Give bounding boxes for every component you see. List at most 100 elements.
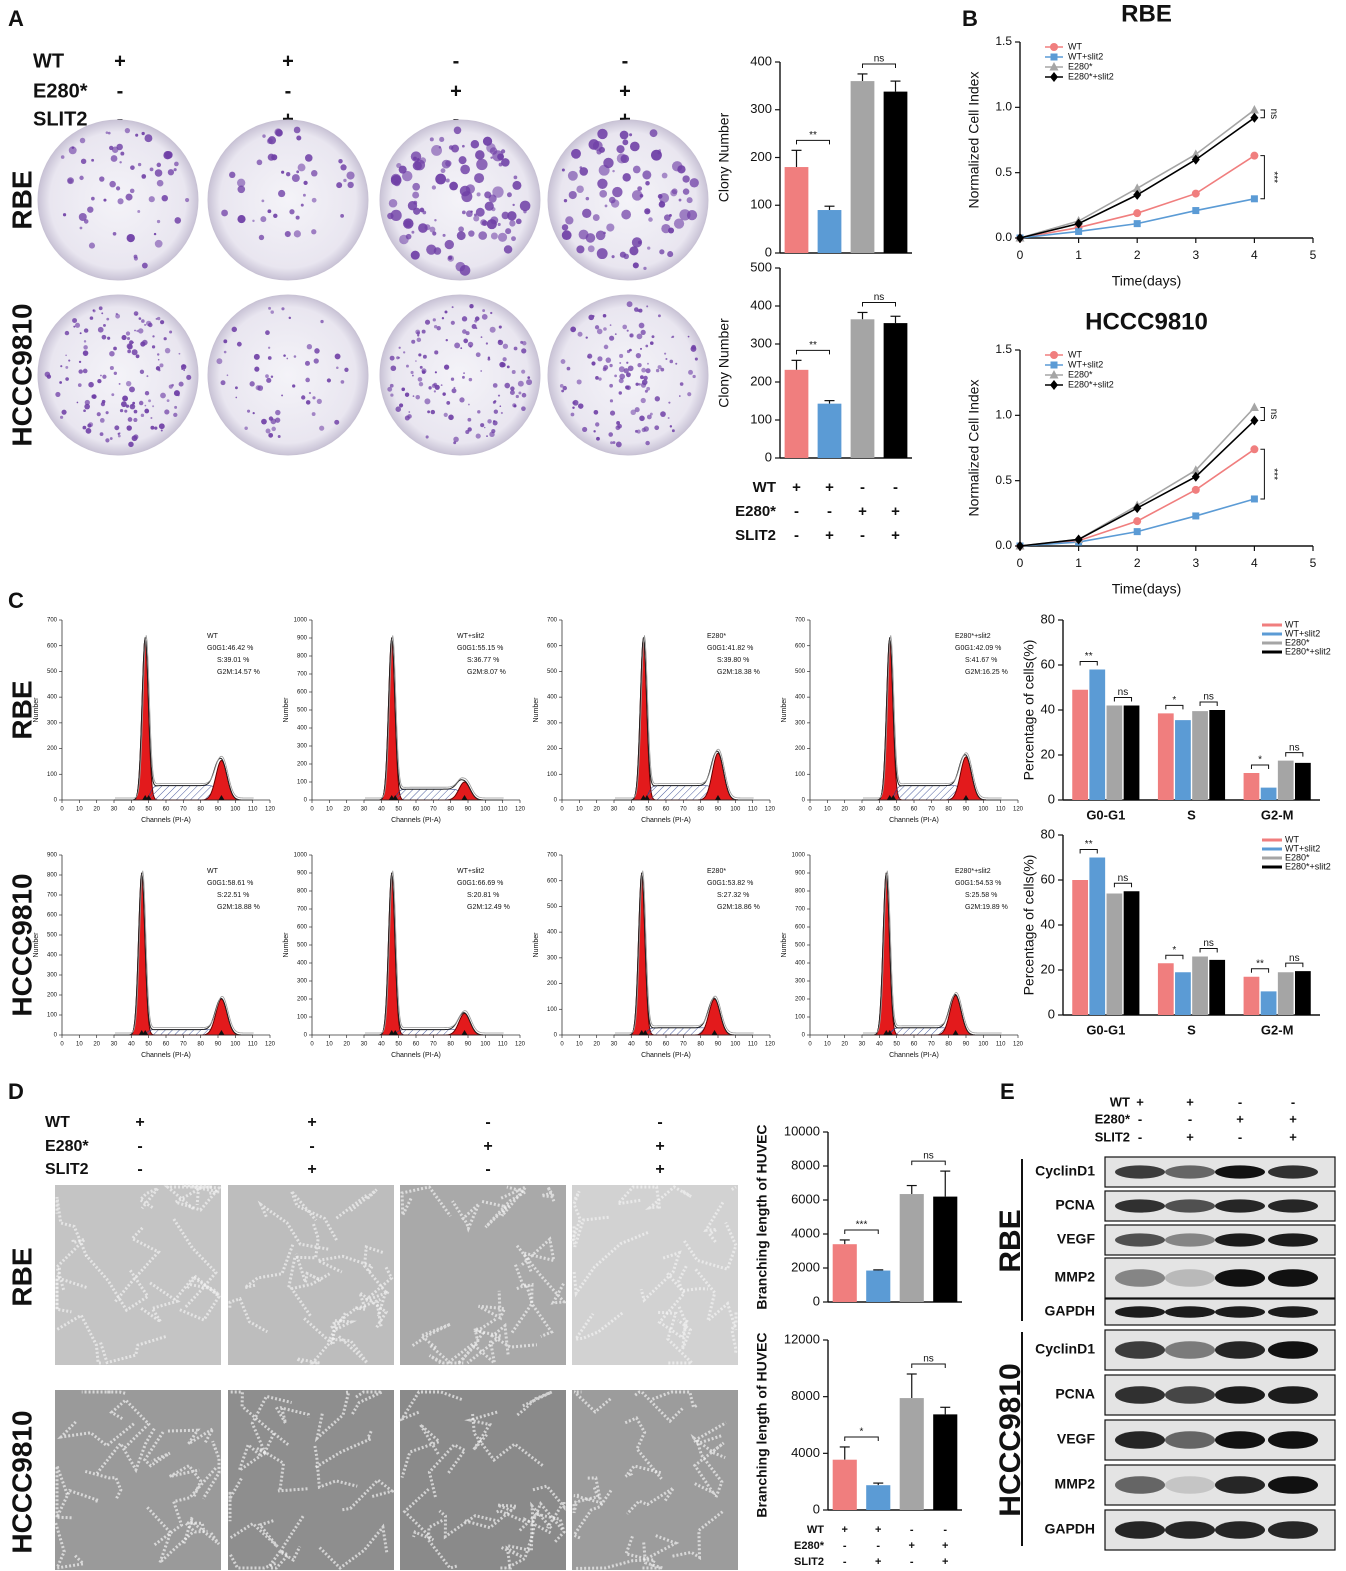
colony	[445, 338, 448, 342]
cell-network	[466, 1318, 505, 1365]
colony	[638, 383, 641, 386]
significance-label: ***	[1268, 468, 1279, 480]
cell-network	[54, 1488, 105, 1520]
cell-network	[201, 1440, 221, 1500]
colony	[130, 165, 135, 170]
peak-marker	[392, 795, 399, 800]
colony	[520, 340, 524, 344]
y-tick-label: 400	[47, 953, 58, 959]
series-line	[1019, 419, 1255, 547]
colony	[673, 218, 685, 229]
colony	[668, 401, 671, 404]
colony	[267, 356, 272, 360]
colony	[83, 340, 87, 343]
marker	[1250, 495, 1258, 503]
colony	[112, 231, 117, 236]
x-tick-label: 10	[576, 1042, 583, 1048]
y-tick-label: 600	[547, 878, 558, 884]
colony	[161, 194, 168, 202]
significance-label: ns	[874, 292, 885, 303]
x-tick-label: 90	[963, 1042, 970, 1048]
colony	[231, 326, 238, 333]
cell-network	[109, 1397, 151, 1449]
colony	[59, 415, 64, 419]
colony	[512, 180, 522, 190]
significance-bracket	[1250, 764, 1270, 769]
y-tick-label: 500	[795, 669, 806, 675]
colony	[592, 214, 600, 221]
treatment-sign: -	[893, 479, 898, 496]
colony	[150, 425, 155, 430]
y-tick-label: 200	[547, 981, 558, 987]
x-tick-label: 0	[1017, 556, 1024, 570]
colony	[441, 317, 445, 320]
colony	[61, 409, 67, 415]
colony	[126, 343, 133, 350]
colony	[73, 325, 76, 328]
fit-outline	[614, 872, 753, 1036]
colony	[591, 361, 596, 366]
y-tick-label: 0.0	[995, 230, 1012, 244]
colony	[596, 248, 608, 260]
cell-network	[571, 1489, 613, 1540]
colony	[594, 325, 600, 330]
colony	[440, 384, 443, 387]
marker	[1133, 517, 1142, 526]
colony	[444, 310, 448, 314]
colony	[626, 349, 631, 354]
colony	[107, 131, 111, 135]
colony	[79, 175, 84, 181]
colony	[526, 379, 533, 386]
colony	[115, 186, 121, 191]
colony	[649, 341, 654, 345]
protein-label: CyclinD1	[1035, 1163, 1095, 1179]
colony	[316, 398, 322, 404]
tube-image	[572, 1185, 738, 1365]
cell-network	[228, 1553, 277, 1570]
colony	[492, 420, 498, 426]
y-tick-label: 200	[750, 149, 772, 164]
cell-network	[362, 1245, 390, 1297]
colony	[99, 432, 104, 437]
legend-label: WT+slit2	[1068, 359, 1103, 369]
bar	[1260, 991, 1277, 1015]
colony	[401, 170, 413, 182]
marker	[1133, 189, 1142, 200]
colony	[471, 324, 477, 329]
cell-network	[250, 1394, 292, 1456]
y-tick-label: 200	[47, 746, 58, 752]
colony	[625, 372, 631, 378]
colony	[521, 348, 527, 354]
cell-network	[275, 1406, 311, 1424]
blot-band	[1165, 1431, 1215, 1449]
treatment-sign: -	[657, 1114, 662, 1131]
cell-network	[400, 1185, 452, 1218]
colony	[498, 325, 502, 329]
bar	[1277, 972, 1294, 1015]
colony	[497, 222, 501, 227]
colony	[606, 223, 615, 232]
colony	[411, 374, 414, 377]
colony	[157, 358, 160, 361]
colony	[261, 418, 267, 425]
colony	[650, 149, 662, 161]
cell-network	[294, 1253, 322, 1283]
bar	[1123, 891, 1140, 1015]
x-tick-label: 120	[765, 1042, 776, 1048]
colony	[609, 399, 614, 403]
colony	[347, 181, 354, 189]
significance-label: **	[1085, 651, 1093, 662]
x-tick-label: 30	[859, 807, 866, 813]
cell-network	[313, 1445, 358, 1490]
colony	[91, 394, 97, 399]
colony	[98, 306, 103, 311]
colony	[640, 347, 642, 350]
bar	[1089, 857, 1106, 1015]
colony	[422, 210, 427, 215]
colony	[181, 367, 184, 371]
y-tick-label: 300	[750, 101, 772, 116]
colony	[417, 377, 423, 382]
y-tick-label: 600	[297, 925, 308, 931]
colony	[303, 180, 308, 186]
x-tick-label: 2	[1134, 248, 1141, 262]
